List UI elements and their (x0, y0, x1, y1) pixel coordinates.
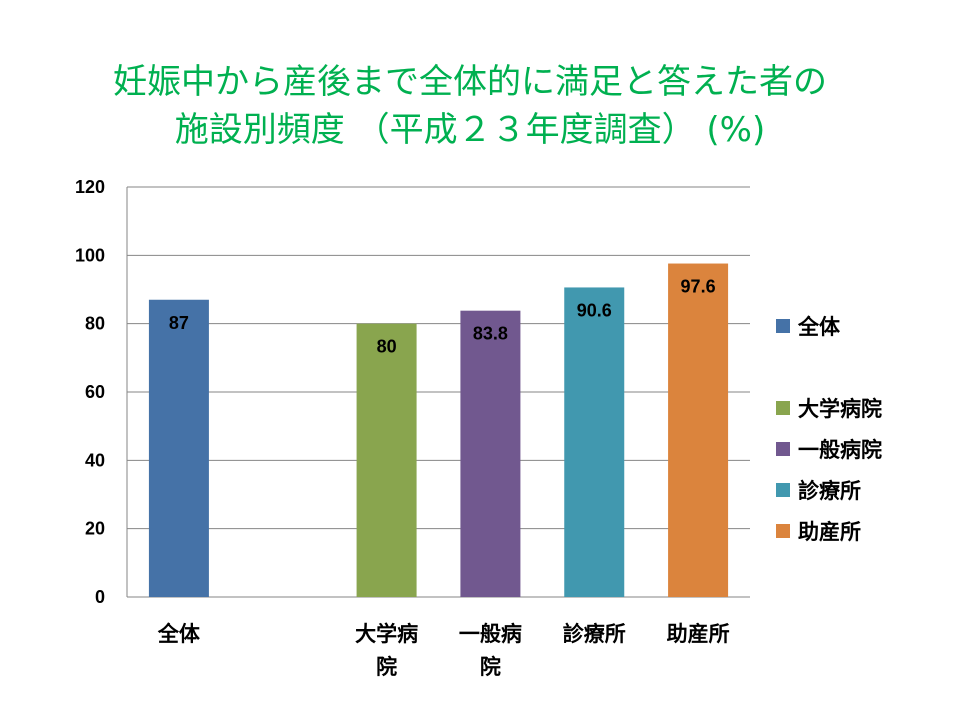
x-tick-label: 大学病 (355, 622, 418, 646)
legend-label: 助産所 (798, 520, 861, 544)
x-tick-label: 助産所 (667, 622, 730, 646)
data-label: 87 (169, 313, 189, 333)
data-label: 83.8 (473, 324, 508, 344)
legend-label: 大学病院 (798, 397, 882, 421)
y-tick-label: 40 (85, 450, 105, 470)
x-tick-label: 全体 (157, 622, 201, 646)
y-tick-label: 60 (85, 382, 105, 402)
legend-label: 一般病院 (798, 438, 882, 462)
x-tick-label: 院 (480, 655, 501, 679)
bar (668, 263, 729, 597)
y-tick-label: 120 (75, 177, 105, 197)
data-label: 90.6 (577, 300, 612, 320)
x-tick-label: 一般病 (459, 622, 522, 646)
y-tick-label: 100 (75, 245, 105, 265)
legend-swatch (776, 483, 790, 497)
bar (148, 299, 209, 597)
y-tick-label: 80 (85, 314, 105, 334)
chart-title-line2: 施設別頻度 （平成２３年度調査） (%) (174, 110, 766, 150)
legend-label: 全体 (797, 315, 841, 339)
y-tick-label: 20 (85, 519, 105, 539)
chart-title-line1: 妊娠中から産後まで全体的に満足と答えた者の (113, 62, 827, 102)
legend-swatch (776, 401, 790, 415)
chart-title: 妊娠中から産後まで全体的に満足と答えた者の 施設別頻度 （平成２３年度調査） (… (0, 58, 940, 154)
data-label: 80 (377, 337, 397, 357)
bar (356, 323, 417, 597)
x-tick-label: 院 (376, 655, 397, 679)
legend-swatch (776, 442, 790, 456)
x-tick-label: 診療所 (563, 622, 626, 646)
data-label: 97.6 (681, 277, 716, 297)
legend-label: 診療所 (798, 479, 861, 503)
legend-swatch (776, 319, 790, 333)
y-tick-label: 0 (95, 587, 105, 607)
bar (460, 310, 521, 597)
legend-swatch (776, 524, 790, 538)
bar (564, 287, 625, 597)
